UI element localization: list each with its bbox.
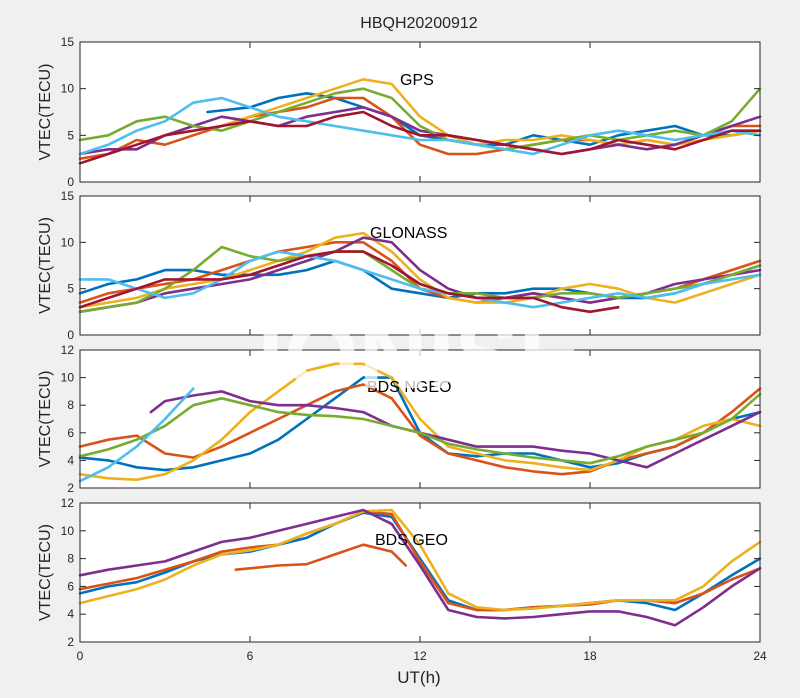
series-line-3	[149, 390, 762, 469]
y-tick-label: 15	[61, 35, 75, 49]
series-line-5	[78, 96, 762, 156]
series-line-4	[234, 543, 408, 571]
y-axis-label: VTEC(TECU)	[37, 64, 54, 161]
y-tick-label: 15	[61, 189, 75, 203]
y-axis-label: VTEC(TECU)	[37, 371, 54, 468]
x-tick-label: 12	[413, 649, 427, 663]
plot-area	[80, 503, 760, 642]
series-line-3	[78, 508, 762, 627]
panel-label: BDS GEO	[375, 532, 448, 549]
watermark: IONISE	[257, 302, 582, 409]
plot-area	[80, 196, 760, 335]
series-line-5	[78, 387, 195, 483]
series-line-1	[78, 383, 762, 476]
series-line-4	[78, 392, 762, 465]
panel-0: 0 5 10 15 VTEC(TECU) GPS	[37, 35, 762, 189]
y-tick-label: 4	[67, 607, 74, 621]
y-tick-label: 10	[61, 524, 75, 538]
panel-label: GPS	[400, 72, 434, 89]
x-tick-label: 6	[247, 649, 254, 663]
y-tick-label: 5	[67, 128, 74, 142]
y-tick-label: 6	[67, 579, 74, 593]
panel-2: 2 4 6 8 10 12 VTEC(TECU) BDS NGEO	[37, 343, 762, 495]
y-tick-label: 8	[67, 552, 74, 566]
y-tick-label: 10	[61, 82, 75, 96]
panel-label: GLONASS	[370, 225, 447, 242]
y-tick-label: 0	[67, 328, 74, 342]
y-tick-label: 2	[67, 481, 74, 495]
y-tick-label: 12	[61, 343, 75, 357]
series-line-6	[78, 110, 762, 165]
plot-area	[80, 42, 760, 182]
y-tick-label: 10	[61, 371, 75, 385]
series-line-5	[78, 250, 762, 309]
series-line-0	[206, 92, 762, 146]
y-axis-label: VTEC(TECU)	[37, 524, 54, 621]
x-tick-label: 18	[583, 649, 597, 663]
y-tick-label: 0	[67, 175, 74, 189]
y-tick-label: 12	[61, 496, 75, 510]
series-line-2	[78, 508, 762, 612]
y-tick-label: 5	[67, 282, 74, 296]
panel-label: BDS NGEO	[367, 379, 451, 396]
y-tick-label: 6	[67, 426, 74, 440]
figure-title: HBQH20200912	[360, 15, 478, 32]
x-axis-label: UT(h)	[397, 668, 440, 687]
x-tick-label: 24	[753, 649, 767, 663]
y-tick-label: 2	[67, 635, 74, 649]
x-tick-label: 0	[77, 649, 84, 663]
y-tick-label: 4	[67, 453, 74, 467]
panel-1: 0 5 10 15 VTEC(TECU) GLONASS	[37, 189, 762, 342]
series-line-6	[78, 250, 620, 314]
panels: 0 5 10 15 VTEC(TECU) GPS 0 5 10 15 VTEC(TECU) GLONA…	[37, 35, 767, 663]
y-tick-label: 10	[61, 235, 75, 249]
y-tick-label: 8	[67, 398, 74, 412]
y-axis-label: VTEC(TECU)	[37, 217, 54, 314]
